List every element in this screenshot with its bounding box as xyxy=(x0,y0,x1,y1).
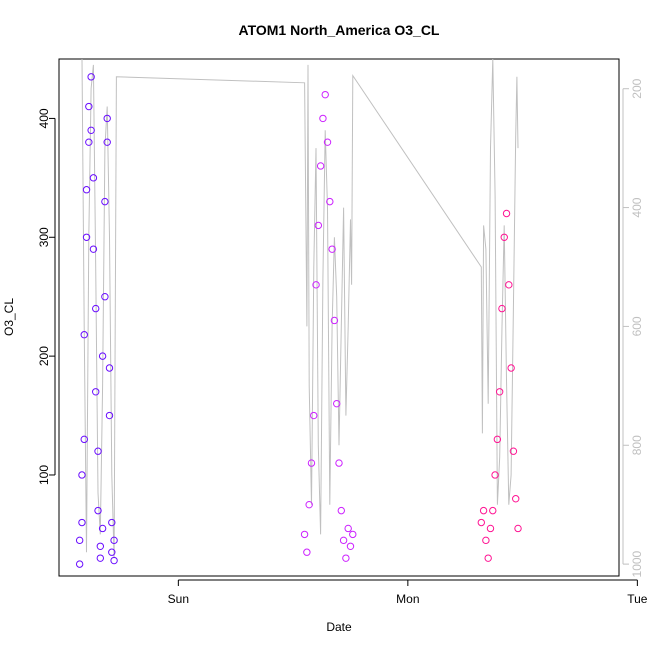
data-point xyxy=(108,548,116,556)
data-point xyxy=(349,530,357,539)
pressure-line-layer xyxy=(81,58,519,559)
x-tick-label: Tue xyxy=(627,592,648,606)
data-point xyxy=(330,316,339,325)
data-point xyxy=(509,447,518,455)
plot-frame xyxy=(58,58,620,577)
data-point xyxy=(103,114,111,123)
data-point xyxy=(103,138,111,146)
data-point xyxy=(75,536,84,545)
pressure-line xyxy=(81,58,519,559)
data-point xyxy=(489,506,497,515)
data-point xyxy=(482,536,490,545)
data-point xyxy=(346,542,355,550)
data-point xyxy=(305,500,313,509)
data-point xyxy=(335,459,343,467)
right-y-tick-label: 400 xyxy=(630,197,644,217)
data-point xyxy=(493,435,502,444)
data-point xyxy=(80,331,88,339)
data-point xyxy=(87,73,95,81)
data-point xyxy=(94,506,102,515)
data-point xyxy=(307,459,316,467)
data-point xyxy=(342,554,350,562)
data-point xyxy=(85,138,93,146)
data-point xyxy=(80,435,88,444)
data-point xyxy=(498,304,506,313)
data-point xyxy=(300,530,309,539)
right-y-tick-label: 200 xyxy=(630,78,644,98)
data-point xyxy=(82,233,91,241)
data-point xyxy=(310,411,318,420)
data-point xyxy=(477,518,485,527)
x-tick-label: Mon xyxy=(396,592,419,606)
data-point xyxy=(96,542,105,550)
y-tick-label: 400 xyxy=(37,108,51,128)
data-point xyxy=(110,536,118,545)
x-tick-label: Sun xyxy=(168,592,189,606)
data-point xyxy=(98,352,107,360)
data-point xyxy=(507,364,515,372)
data-point xyxy=(512,495,520,503)
data-point xyxy=(303,548,311,556)
data-point xyxy=(101,293,109,301)
x-axis-label: Date xyxy=(326,620,352,634)
data-point xyxy=(108,518,116,527)
data-point xyxy=(105,364,114,372)
data-point xyxy=(486,524,495,533)
data-point xyxy=(92,304,100,313)
data-point xyxy=(82,186,91,194)
scatter-points-layer xyxy=(75,73,522,568)
data-point xyxy=(105,411,114,420)
data-point xyxy=(323,138,332,146)
data-point xyxy=(101,197,109,206)
data-point xyxy=(314,221,323,230)
data-point xyxy=(505,281,513,289)
data-point xyxy=(333,399,341,408)
y-tick-label: 200 xyxy=(37,346,51,366)
data-point xyxy=(75,560,84,568)
data-point xyxy=(484,554,492,562)
data-point xyxy=(316,162,325,170)
data-point xyxy=(328,245,336,253)
data-point xyxy=(321,90,329,99)
data-point xyxy=(502,209,511,218)
right-y-tick-label: 600 xyxy=(630,316,644,336)
y-tick-label: 100 xyxy=(37,465,51,485)
data-point xyxy=(312,281,320,289)
data-point xyxy=(514,524,522,533)
y-tick-label: 300 xyxy=(37,227,51,247)
data-point xyxy=(326,197,334,206)
y-axis: 100 200 300 400 xyxy=(37,108,56,485)
data-point xyxy=(110,556,118,565)
data-point xyxy=(89,174,98,182)
data-point xyxy=(319,114,327,123)
data-point xyxy=(96,554,105,562)
chart-title: ATOM1 North_America O3_CL xyxy=(239,22,440,38)
data-point xyxy=(495,388,504,396)
right-y-axis: 200 400 600 800 1000 xyxy=(622,78,644,577)
data-point xyxy=(89,245,98,253)
data-point xyxy=(98,524,107,533)
data-point xyxy=(94,447,102,455)
data-point xyxy=(85,102,93,111)
right-y-tick-label: 1000 xyxy=(630,550,644,577)
data-point xyxy=(78,518,86,527)
data-point xyxy=(339,536,348,545)
data-point xyxy=(479,506,488,515)
data-point xyxy=(337,506,345,515)
data-point xyxy=(92,388,100,396)
data-point xyxy=(491,471,499,479)
data-point xyxy=(500,233,508,241)
right-y-tick-label: 800 xyxy=(630,435,644,455)
y-axis-label: O3_CL xyxy=(2,298,16,336)
data-point xyxy=(87,126,95,135)
data-point xyxy=(344,524,352,533)
x-axis: Sun Mon Tue xyxy=(168,579,648,606)
data-point xyxy=(78,471,86,479)
